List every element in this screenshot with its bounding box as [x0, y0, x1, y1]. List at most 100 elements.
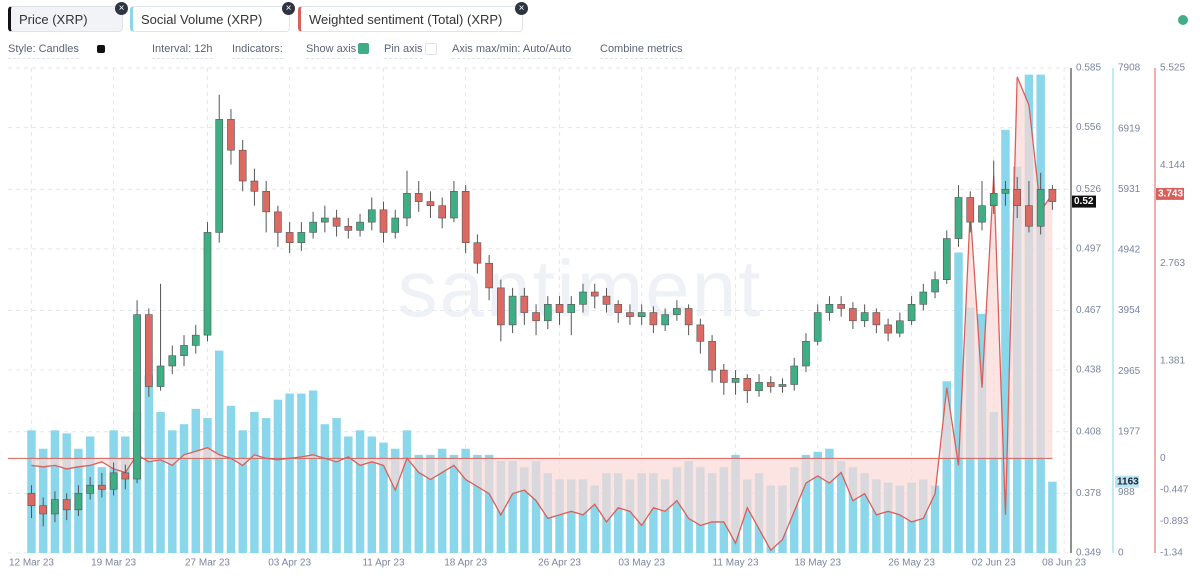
- candle-body: [414, 193, 423, 202]
- volume-bar: [1048, 481, 1057, 553]
- candle-body: [27, 493, 36, 507]
- volume-bar: [344, 436, 353, 553]
- candle-body: [590, 291, 599, 297]
- candle-body: [766, 382, 775, 387]
- y2-tick-label: 1977: [1118, 426, 1141, 437]
- y2-tick-label: 4942: [1118, 245, 1141, 256]
- volume-bar: [250, 411, 259, 553]
- volume-bar: [801, 454, 811, 553]
- x-tick-label: 19 Mar 23: [91, 558, 136, 569]
- x-tick-label: 12 Mar 23: [9, 558, 54, 569]
- volume-bar: [226, 405, 236, 553]
- volume-bar: [836, 461, 846, 553]
- candle-body: [51, 499, 59, 515]
- option[interactable]: Show axis: [306, 43, 357, 59]
- candle-body: [696, 324, 705, 342]
- option[interactable]: Indicators:: [232, 43, 283, 59]
- pin-axis-toggle[interactable]: [425, 43, 437, 55]
- close-icon[interactable]: ×: [115, 2, 128, 15]
- volume-bar: [590, 485, 599, 553]
- candle-body: [285, 232, 294, 243]
- y3-tick-label: 2.763: [1160, 258, 1185, 269]
- candle-body: [942, 238, 951, 280]
- metric-tab[interactable]: Social Volume (XRP) ×: [130, 2, 295, 32]
- option[interactable]: Combine metrics: [600, 43, 683, 59]
- close-icon[interactable]: ×: [282, 2, 295, 15]
- candle-body: [684, 308, 693, 326]
- y3-tick-label: -1.34: [1160, 548, 1183, 559]
- candle-body: [1013, 188, 1022, 206]
- volume-bar: [62, 433, 71, 553]
- volume-bar: [402, 430, 412, 553]
- y3-tick-label: 0: [1160, 453, 1166, 464]
- volume-bar: [813, 451, 822, 553]
- candle-body: [215, 119, 224, 233]
- volume-bar: [484, 454, 494, 553]
- sentiment-last-bg: [1156, 187, 1184, 200]
- candle-body: [755, 382, 763, 391]
- volume-bar: [285, 393, 294, 553]
- candle-body: [637, 312, 646, 317]
- volume-bar: [531, 461, 541, 553]
- y-tick-label: 0.526: [1076, 184, 1101, 195]
- option[interactable]: Pin axis: [384, 43, 423, 59]
- volume-bar: [613, 473, 623, 553]
- candle-body: [614, 304, 623, 313]
- show-axis-toggle[interactable]: [358, 43, 369, 54]
- volume-bar: [625, 479, 635, 553]
- volume-bar: [191, 408, 200, 553]
- close-icon[interactable]: ×: [515, 2, 528, 15]
- option[interactable]: Interval: 12h: [152, 43, 213, 59]
- candle-body: [74, 493, 83, 511]
- candle-body: [62, 499, 71, 511]
- volume-bar: [555, 479, 564, 553]
- status-dot: [1178, 15, 1188, 25]
- candle-body: [532, 312, 540, 322]
- y3-tick-label: 5.525: [1160, 63, 1185, 74]
- candle-body: [802, 341, 810, 367]
- y-tick-label: 0.408: [1076, 426, 1101, 437]
- candle-body: [356, 221, 364, 231]
- y3-tick-label: 1.381: [1160, 355, 1185, 366]
- candle-body: [626, 312, 634, 317]
- volume-bar: [649, 473, 658, 553]
- candle-body: [438, 205, 447, 219]
- x-tick-label: 26 Apr 23: [538, 558, 581, 569]
- volume-bar: [297, 393, 306, 553]
- volume-bar: [414, 454, 423, 553]
- candle-body: [978, 205, 986, 223]
- y-tick-label: 0.556: [1076, 122, 1101, 133]
- volume-bar: [273, 399, 283, 553]
- candle-body: [461, 191, 470, 243]
- volume-bar: [567, 479, 576, 553]
- y-tick-label: 0.378: [1076, 488, 1101, 499]
- volume-bar: [872, 479, 881, 553]
- y2-tick-label: 5931: [1118, 184, 1141, 195]
- candle-body: [790, 365, 799, 385]
- x-tick-label: 03 Apr 23: [268, 558, 311, 569]
- toolbar: Price (XRP) × Social Volume (XRP) × Weighted…: [0, 0, 1200, 62]
- metric-tab[interactable]: Weighted sentiment (Total) (XRP) ×: [298, 2, 528, 32]
- option[interactable]: Style: Candles: [8, 43, 79, 59]
- x-tick-label: 18 Apr 23: [444, 558, 487, 569]
- candle-body: [1025, 205, 1033, 227]
- style-swatch[interactable]: [97, 45, 105, 53]
- candle-body: [989, 193, 998, 206]
- candle-body: [567, 304, 576, 313]
- volume-bar: [179, 424, 189, 553]
- candle-body: [485, 262, 493, 289]
- candle-body: [403, 193, 411, 219]
- candle-body: [661, 314, 669, 326]
- volume-bar: [954, 252, 963, 553]
- sentiment-line: [31, 76, 1053, 552]
- volume-bar: [520, 467, 529, 553]
- candle-body: [321, 217, 329, 223]
- volume-bar: [660, 479, 670, 553]
- metric-tab[interactable]: Price (XRP) ×: [8, 2, 128, 32]
- candle-body: [250, 180, 259, 192]
- volume-bar: [391, 448, 400, 553]
- volume-bar: [1001, 129, 1010, 554]
- option[interactable]: Axis max/min: Auto/Auto: [452, 43, 572, 59]
- candle-body: [860, 312, 869, 322]
- volume-bar: [672, 467, 682, 553]
